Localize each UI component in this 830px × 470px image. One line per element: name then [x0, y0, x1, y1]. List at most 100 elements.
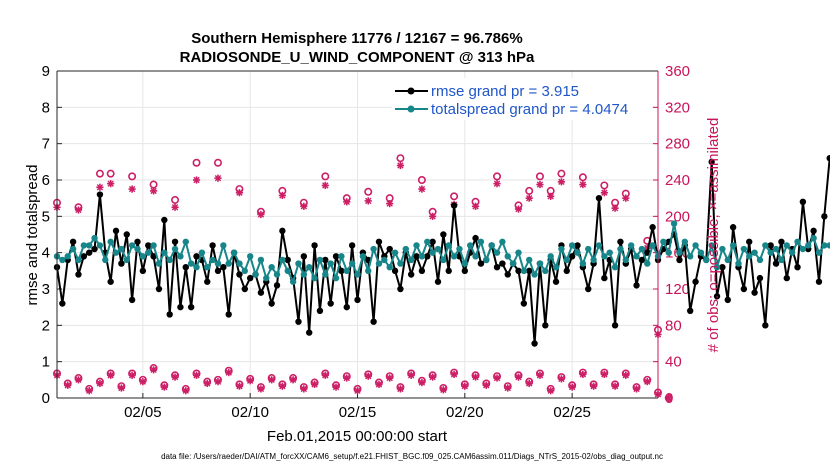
totalspread-point [209, 256, 216, 264]
obs-assimilated-marker [128, 185, 136, 193]
totalspread-point [338, 253, 345, 260]
totalspread-point [75, 256, 82, 264]
rmse-point [563, 267, 570, 275]
obs-assimilated-marker [107, 371, 115, 379]
totalspread-point [359, 253, 367, 260]
rmse-point [75, 271, 82, 278]
totalspread-point [354, 271, 361, 278]
totalspread-point [418, 253, 426, 260]
totalspread-point [96, 242, 104, 249]
rmse-point [391, 267, 399, 275]
rmse-point [729, 224, 737, 231]
totalspread-point [413, 242, 420, 249]
obs-assimilated-marker [321, 181, 329, 190]
obs-assimilated-marker-stroke [418, 185, 426, 193]
totalspread-point [134, 245, 141, 253]
obs-assimilated-marker-stroke [601, 371, 608, 378]
x-axis-label: Feb.01,2015 00:00:00 start [267, 428, 448, 445]
totalspread-point [649, 242, 656, 249]
obs-assimilated-marker [600, 189, 608, 197]
totalspread-point [805, 242, 812, 249]
totalspread-point [660, 238, 667, 245]
obs-assimilated-marker [611, 204, 619, 212]
obs-assimilated-marker-stroke [397, 385, 404, 393]
obs-possible-marker [535, 172, 544, 181]
y-tick-label: 2 [42, 317, 50, 334]
totalspread-point [182, 238, 189, 245]
obs-assimilated-marker-stroke [289, 376, 297, 384]
totalspread-point [112, 249, 120, 256]
x-tick-label: 02/25 [553, 404, 591, 421]
totalspread-point [499, 238, 506, 245]
y2-tick-label: 280 [665, 136, 690, 153]
obs-assimilated-marker [547, 387, 555, 395]
totalspread-point [198, 249, 206, 256]
totalspread-point [622, 256, 630, 264]
rmse-point [375, 238, 383, 245]
obs-assimilated-marker-stroke [633, 385, 640, 393]
obs-assimilated-marker-stroke [182, 387, 189, 394]
x-tick-label: 02/10 [231, 404, 269, 421]
totalspread-point [606, 249, 613, 256]
obs-assimilated-marker [364, 372, 372, 380]
obs-assimilated-marker-stroke [526, 380, 533, 387]
totalspread-point [64, 253, 71, 260]
totalspread-point [322, 271, 329, 278]
obs-assimilated-marker-stroke [257, 385, 265, 393]
rmse-point [751, 289, 758, 296]
totalspread-point [107, 238, 114, 245]
totalspread-point [273, 271, 281, 278]
totalspread-point [810, 234, 817, 242]
obs-assimilated-marker-stroke [568, 383, 576, 391]
totalspread-point [466, 242, 474, 249]
obs-assimilated-marker [386, 374, 394, 382]
rmse-point [343, 303, 350, 311]
obs-assimilated-marker-stroke [300, 203, 308, 210]
rmse-point [80, 253, 88, 260]
obs-assimilated-marker [225, 368, 233, 377]
obs-assimilated-marker-stroke [386, 374, 393, 382]
rmse-point [177, 303, 184, 311]
totalspread-point [617, 245, 624, 253]
totalspread-point [263, 274, 270, 282]
rmse-point [204, 278, 211, 285]
totalspread-point [595, 242, 603, 249]
legend-box [392, 78, 652, 120]
obs-assimilated-marker [300, 385, 308, 393]
totalspread-point [375, 260, 383, 267]
rmse-point [767, 242, 774, 249]
rmse-point [740, 285, 748, 293]
obs-assimilated-marker [590, 382, 598, 390]
totalspread-point [783, 242, 790, 249]
y-tick-label: 0 [42, 390, 50, 407]
rmse-point [450, 202, 458, 209]
totalspread-point [150, 242, 157, 249]
obs-assimilated-marker [171, 203, 179, 211]
obs-assimilated-marker [396, 161, 405, 170]
totalspread-point [788, 249, 796, 256]
totalspread-point [670, 220, 678, 227]
obs-assimilated-marker [74, 376, 83, 384]
totalspread-point [536, 260, 544, 267]
obs-assimilated-marker-stroke [139, 378, 147, 385]
obs-assimilated-marker-stroke [579, 181, 587, 188]
rmse-point [107, 278, 114, 285]
rmse-point [617, 238, 624, 245]
obs-assimilated-marker [536, 180, 544, 189]
rmse-point [316, 307, 324, 314]
rmse-point [568, 253, 576, 260]
totalspread-point [526, 256, 533, 264]
rmse-point [348, 242, 356, 249]
obs-assimilated-marker [482, 381, 490, 389]
obs-assimilated-marker-stroke [386, 200, 393, 207]
rmse-point [85, 249, 93, 256]
totalspread-point [365, 267, 372, 275]
obs-assimilated-marker [525, 194, 533, 202]
totalspread-point [563, 256, 570, 264]
y-tick-label: 9 [42, 63, 50, 80]
obs-assimilated-marker [257, 210, 265, 219]
rmse-point [123, 231, 130, 238]
legend-spread-marker [407, 105, 415, 113]
rmse-point [821, 213, 828, 220]
totalspread-point [686, 253, 694, 260]
